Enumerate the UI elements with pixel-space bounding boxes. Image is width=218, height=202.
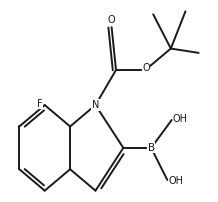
Text: OH: OH xyxy=(173,114,188,124)
Text: N: N xyxy=(92,100,99,110)
Text: B: B xyxy=(148,143,155,153)
Text: OH: OH xyxy=(168,176,183,186)
Text: O: O xyxy=(108,15,115,25)
Text: O: O xyxy=(143,63,150,73)
Text: F: F xyxy=(37,99,43,109)
